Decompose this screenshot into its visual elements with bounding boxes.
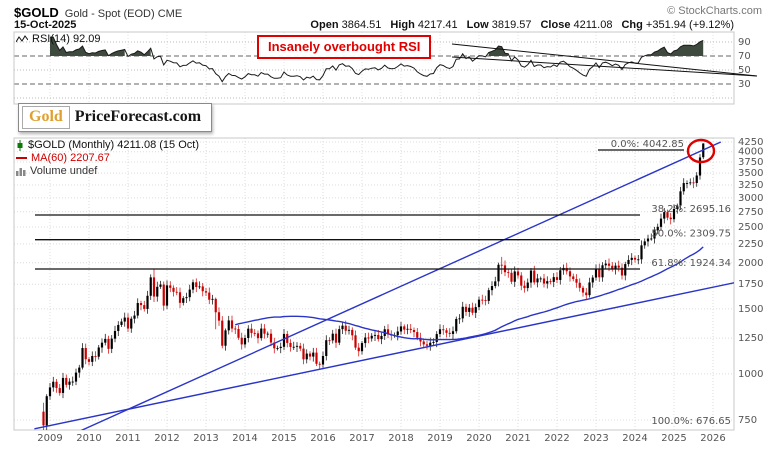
- svg-text:30: 30: [738, 79, 751, 90]
- svg-text:2000: 2000: [738, 258, 763, 269]
- svg-text:2019: 2019: [427, 433, 452, 444]
- svg-text:3750: 3750: [738, 157, 763, 168]
- quote-close: Close 4211.08: [540, 19, 612, 31]
- high-label: High: [390, 19, 415, 31]
- svg-text:2022: 2022: [544, 433, 569, 444]
- priceforecast-logo: Gold PriceForecast.com: [18, 103, 213, 132]
- quote-open: Open 3864.51: [310, 19, 381, 31]
- rsi-plot: [50, 36, 704, 83]
- svg-text:3000: 3000: [738, 193, 763, 204]
- low-value: 3819.57: [491, 19, 532, 31]
- svg-text:2017: 2017: [349, 433, 374, 444]
- svg-text:1750: 1750: [738, 279, 763, 290]
- quote-change: Chg +351.94 (+9.12%): [621, 19, 734, 31]
- ticker-description: Gold - Spot (EOD) CME: [64, 8, 183, 20]
- high-value: 4217.41: [417, 19, 458, 31]
- svg-text:2013: 2013: [193, 433, 218, 444]
- chart-date: 15-Oct-2025: [14, 19, 77, 31]
- chg-value: +351.94 (+9.12%): [645, 19, 734, 31]
- svg-text:2025: 2025: [661, 433, 686, 444]
- logo-gold-text: Gold: [22, 106, 70, 129]
- svg-text:2750: 2750: [738, 207, 763, 218]
- volume-bars-icon: [16, 167, 26, 176]
- volume-legend: Volume undef: [16, 165, 97, 177]
- quote-summary: Open 3864.51 High 4217.41 Low 3819.57 Cl…: [310, 19, 734, 31]
- svg-text:4250: 4250: [738, 137, 763, 148]
- svg-text:50.0%: 2309.75: 50.0%: 2309.75: [651, 229, 731, 240]
- quote-high: High 4217.41: [390, 19, 457, 31]
- price-plot: [34, 141, 734, 430]
- svg-text:2026: 2026: [700, 433, 725, 444]
- ma-legend: MA(60) 2207.67: [16, 152, 110, 164]
- candlestick-icon: [16, 139, 24, 151]
- svg-text:2011: 2011: [115, 433, 140, 444]
- svg-text:1250: 1250: [738, 333, 763, 344]
- svg-text:2010: 2010: [76, 433, 101, 444]
- svg-text:1000: 1000: [738, 369, 763, 380]
- svg-text:2020: 2020: [466, 433, 491, 444]
- volume-legend-label: Volume undef: [30, 165, 98, 177]
- svg-text:2009: 2009: [37, 433, 62, 444]
- svg-text:100.0%: 676.65: 100.0%: 676.65: [651, 416, 731, 427]
- rsi-legend: RSI(14) 92.09: [16, 33, 100, 45]
- price-legend-label: $GOLD (Monthly) 4211.08 (15 Oct): [28, 139, 199, 151]
- low-label: Low: [466, 19, 489, 31]
- stockcharts-credit: © StockCharts.com: [667, 5, 762, 17]
- logo-priceforecast-text: PriceForecast.com: [74, 108, 202, 125]
- svg-text:2018: 2018: [388, 433, 413, 444]
- quote-low: Low 3819.57: [467, 19, 532, 31]
- svg-text:38.2%: 2695.16: 38.2%: 2695.16: [651, 204, 731, 215]
- open-value: 3864.51: [341, 19, 382, 31]
- ticker-symbol: $GOLD: [14, 5, 59, 20]
- svg-text:1500: 1500: [738, 304, 763, 315]
- svg-text:2016: 2016: [310, 433, 335, 444]
- svg-text:2500: 2500: [738, 222, 763, 233]
- svg-text:61.8%: 1924.34: 61.8%: 1924.34: [651, 258, 731, 269]
- rsi-zigzag-icon: [16, 34, 28, 44]
- svg-text:3250: 3250: [738, 180, 763, 191]
- svg-text:50: 50: [738, 65, 751, 76]
- svg-text:0.0%: 4042.85: 0.0%: 4042.85: [611, 139, 684, 150]
- ma-legend-label: MA(60) 2207.67: [31, 152, 110, 164]
- svg-text:4000: 4000: [738, 147, 763, 158]
- svg-text:2023: 2023: [583, 433, 608, 444]
- svg-text:2024: 2024: [622, 433, 647, 444]
- rsi-legend-label: RSI(14) 92.09: [32, 33, 101, 45]
- chart-annotations: 0.0%: 4042.85 38.2%: 2695.16 50.0%: 2309.7…: [451, 43, 758, 427]
- svg-text:90: 90: [738, 37, 751, 48]
- svg-text:2014: 2014: [232, 433, 257, 444]
- svg-text:2021: 2021: [505, 433, 530, 444]
- overbought-annotation: Insanely overbought RSI: [257, 35, 432, 59]
- grid-and-axes: 2009 2010 2011 2012 2013 2014 2015 2016 2017 2018…: [13, 31, 763, 444]
- close-label: Close: [540, 19, 571, 31]
- price-legend: $GOLD (Monthly) 4211.08 (15 Oct): [16, 139, 199, 151]
- svg-text:2250: 2250: [738, 239, 763, 250]
- ma-line-icon: [16, 157, 27, 159]
- chg-label: Chg: [621, 19, 643, 31]
- svg-text:2012: 2012: [154, 433, 179, 444]
- svg-text:70: 70: [738, 51, 751, 62]
- svg-text:3500: 3500: [738, 168, 763, 179]
- svg-text:750: 750: [738, 415, 757, 426]
- svg-text:2015: 2015: [271, 433, 296, 444]
- chart-title: $GOLD Gold - Spot (EOD) CME: [14, 5, 182, 20]
- close-value: 4211.08: [573, 19, 613, 31]
- open-label: Open: [310, 19, 339, 31]
